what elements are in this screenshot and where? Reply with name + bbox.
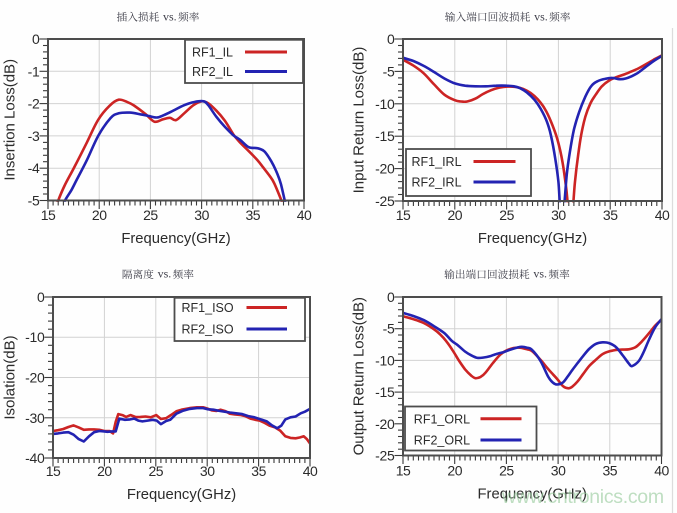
svg-text:Frequency(GHz): Frequency(GHz) [478,231,587,247]
svg-text:20: 20 [448,207,463,223]
svg-text:vs.: vs. [163,9,177,23]
svg-text:25: 25 [499,463,514,479]
svg-text:30: 30 [194,207,209,223]
svg-text:-5: -5 [383,321,395,337]
svg-text:30: 30 [200,463,215,479]
svg-text:0: 0 [32,31,40,47]
svg-text:-30: -30 [25,410,45,426]
svg-text:-5: -5 [383,63,395,79]
svg-text:www.cntronics.com: www.cntronics.com [501,486,664,508]
svg-text:40: 40 [655,207,670,223]
svg-text:RF2_ORL: RF2_ORL [414,434,470,448]
svg-text:0: 0 [37,289,45,305]
svg-text:Insertion Loss(dB): Insertion Loss(dB) [2,59,19,181]
svg-text:35: 35 [251,463,266,479]
svg-text:vs.: vs. [534,9,548,23]
svg-text:-10: -10 [25,329,45,345]
svg-text:15: 15 [396,207,411,223]
svg-text:-15: -15 [375,384,395,400]
svg-text:-1: -1 [28,63,40,79]
svg-text:vs.: vs. [158,267,172,281]
svg-text:35: 35 [603,207,618,223]
svg-text:30: 30 [551,463,566,479]
svg-text:15: 15 [46,463,61,479]
svg-text:RF1_IRL: RF1_IRL [412,155,462,169]
svg-text:-20: -20 [375,416,395,432]
svg-text:-5: -5 [28,193,40,209]
svg-text:35: 35 [603,463,618,479]
svg-text:RF2_IRL: RF2_IRL [412,176,462,190]
svg-text:-40: -40 [25,450,45,466]
svg-text:-25: -25 [375,448,395,464]
svg-text:RF1_ORL: RF1_ORL [414,412,470,426]
svg-text:-10: -10 [375,352,395,368]
svg-text:Input Return Loss(dB): Input Return Loss(dB) [351,47,368,194]
svg-text:-25: -25 [375,193,395,209]
svg-text:25: 25 [499,207,514,223]
svg-text:RF1_IL: RF1_IL [192,46,233,60]
svg-text:20: 20 [92,207,107,223]
svg-text:15: 15 [41,207,56,223]
svg-text:vs.: vs. [533,267,547,281]
svg-text:40: 40 [654,463,669,479]
svg-text:RF2_ISO: RF2_ISO [182,323,234,337]
svg-text:15: 15 [396,463,411,479]
svg-text:25: 25 [149,463,164,479]
svg-text:-4: -4 [28,160,40,176]
svg-text:20: 20 [97,463,112,479]
svg-text:40: 40 [303,463,318,479]
svg-text:RF1_ISO: RF1_ISO [182,301,234,315]
svg-text:Frequency(GHz): Frequency(GHz) [127,487,236,503]
svg-text:-20: -20 [25,370,45,386]
svg-text:25: 25 [143,207,158,223]
svg-text:30: 30 [551,207,566,223]
svg-text:0: 0 [387,289,395,305]
svg-text:RF2_IL: RF2_IL [192,65,233,79]
svg-text:Frequency(GHz): Frequency(GHz) [121,231,230,247]
svg-text:Isolation(dB): Isolation(dB) [2,335,19,419]
svg-text:-10: -10 [375,96,395,112]
svg-text:-2: -2 [28,96,40,112]
svg-text:-20: -20 [375,161,395,177]
svg-text:20: 20 [447,463,462,479]
svg-text:40: 40 [297,207,312,223]
svg-text:Frequency(GHz): Frequency(GHz) [478,487,587,503]
svg-text:Output Return Loss(dB): Output Return Loss(dB) [351,297,368,455]
svg-text:0: 0 [387,31,395,47]
svg-text:35: 35 [246,207,261,223]
svg-text:-15: -15 [375,128,395,144]
svg-text:-3: -3 [28,128,40,144]
